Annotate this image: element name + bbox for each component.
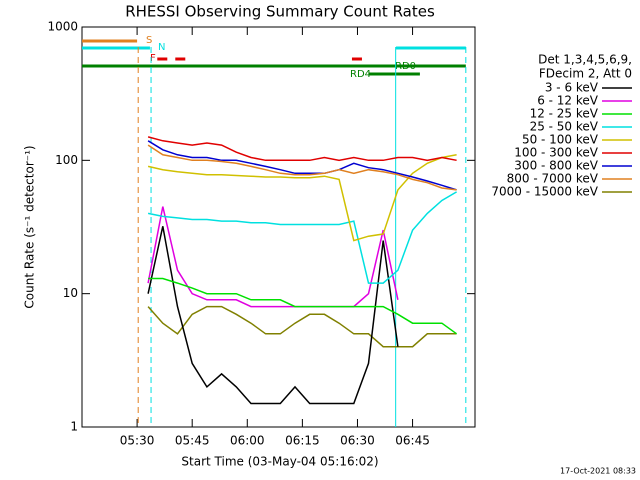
series-line: [147, 305, 457, 348]
x-tick-label: 06:45: [395, 434, 430, 448]
legend-label: 6 - 12 keV: [537, 94, 599, 108]
series-line: [147, 191, 457, 284]
series-line: [147, 140, 457, 191]
series-line: [148, 277, 458, 335]
chart-title: RHESSI Observing Summary Count Rates: [125, 3, 435, 21]
legend-label: 100 - 300 keV: [514, 146, 598, 160]
flag-label: S: [146, 35, 152, 46]
x-tick-label: 05:45: [175, 434, 210, 448]
flag-label: RD4: [350, 69, 371, 80]
x-tick-label: 06:30: [340, 434, 375, 448]
y-tick-label: 100: [55, 153, 78, 167]
plot-frame: [81, 26, 476, 428]
y-tick-label: 1: [70, 420, 78, 434]
x-tick-label: 06:15: [285, 434, 320, 448]
x-tick-label: 06:00: [230, 434, 265, 448]
legend-label: 800 - 7000 keV: [507, 172, 599, 186]
flag-label: RD0: [395, 61, 416, 72]
legend-label: 3 - 6 keV: [545, 81, 599, 95]
legend-label: 7000 - 15000 keV: [491, 185, 598, 199]
series-line: [147, 154, 457, 242]
legend-label: 12 - 25 keV: [530, 107, 599, 121]
series-line: [147, 136, 457, 162]
series-line: [147, 144, 457, 191]
legend-label: 300 - 800 keV: [514, 159, 598, 173]
legend-label: 50 - 100 keV: [522, 133, 599, 147]
legend-title: FDecim 2, Att 0: [539, 67, 632, 81]
x-tick-label: 05:30: [120, 434, 155, 448]
flag-label: N: [158, 42, 165, 53]
flag-label: F: [150, 53, 156, 64]
y-tick-label: 1000: [47, 20, 78, 34]
y-axis-label: Count Rate (s⁻¹ detector⁻¹): [23, 145, 37, 308]
x-axis-label: Start Time (03-May-04 05:16:02): [181, 455, 378, 469]
legend-title: Det 1,3,4,5,6,9,: [538, 53, 632, 67]
series-line: [147, 206, 399, 308]
legend-label: 25 - 50 keV: [530, 120, 599, 134]
series-line: [147, 226, 399, 405]
footer: 17-Oct-2021 08:33: [560, 467, 636, 476]
y-tick-label: 10: [63, 286, 78, 300]
